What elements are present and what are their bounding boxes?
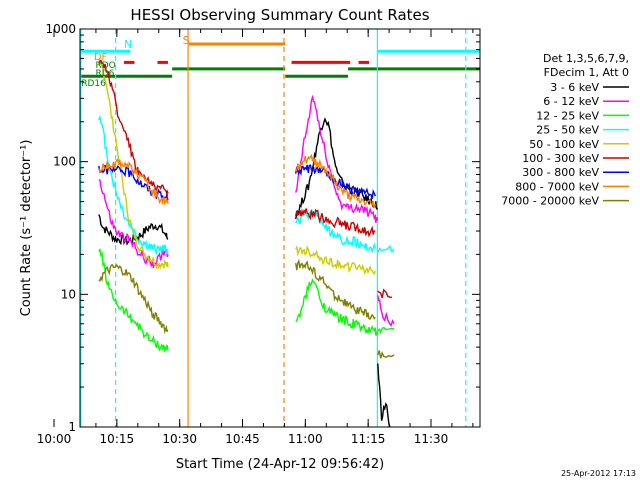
plot-frame — [79, 28, 481, 428]
series-100-300-kev — [98, 59, 393, 299]
chart-title: HESSI Observing Summary Count Rates — [130, 6, 429, 24]
series-7000-20000-kev-segment-0 — [98, 263, 169, 335]
series-12-25-kev — [98, 247, 395, 354]
footer-date: 25-Apr-2012 17:13 — [561, 469, 636, 478]
series-100-300-kev-segment-2 — [377, 288, 393, 299]
series-800-7000-kev-segment-1 — [295, 153, 376, 209]
series-50-100-kev-segment-0 — [98, 58, 169, 270]
series-12-25-kev-segment-1 — [295, 278, 379, 337]
series-50-100-kev — [98, 58, 376, 276]
flag-label-rd6: RD6 — [95, 69, 114, 79]
x-tick-label: 11:15 — [351, 432, 386, 446]
series-7000-20000-kev-segment-1 — [295, 258, 376, 320]
x-tick-label: 10:00 — [37, 432, 72, 446]
x-tick-label: 11:30 — [414, 432, 449, 446]
series-6-12-kev-segment-0 — [98, 178, 169, 269]
series-6-12-kev-segment-1 — [295, 94, 379, 223]
series-300-800-kev — [98, 163, 376, 201]
series-800-7000-kev — [98, 153, 376, 209]
y-tick-label: 10 — [61, 287, 76, 301]
series-group — [98, 58, 395, 428]
series-25-50-kev-segment-2 — [377, 244, 395, 254]
y-tick-label: 1000 — [45, 22, 76, 36]
flag-label-df: DF — [94, 52, 108, 63]
x-tick-label: 11:00 — [288, 432, 323, 446]
x-tick-label: 10:15 — [100, 432, 135, 446]
y-axis-label: Count Rate (s⁻¹ detector⁻¹) — [19, 140, 34, 317]
series-6-12-kev — [98, 94, 395, 328]
legend-label-50-100-kev: 50 - 100 keV — [529, 138, 599, 151]
x-tick-label: 10:45 — [225, 432, 260, 446]
series-50-100-kev-segment-1 — [295, 245, 376, 276]
flag-label-s: S — [183, 34, 190, 47]
series-3-6-kev-segment-0 — [98, 214, 169, 246]
legend-header-line: FDecim 1, Att 0 — [544, 66, 629, 79]
legend-label-6-12-kev: 6 - 12 keV — [543, 95, 599, 108]
y-tick-label: 100 — [53, 155, 76, 169]
series-3-6-kev — [98, 117, 391, 428]
series-7000-20000-kev-segment-2 — [377, 350, 395, 359]
series-25-50-kev-segment-0 — [98, 114, 169, 256]
series-12-25-kev-segment-2 — [377, 326, 395, 335]
legend-label-3-6-kev: 3 - 6 keV — [550, 81, 599, 94]
legend-header-line: Det 1,3,5,6,7,9, — [543, 52, 629, 65]
flag-bars — [80, 42, 480, 78]
flag-label-rdo: RDO — [95, 61, 115, 71]
x-tick-label: 10:30 — [162, 432, 197, 446]
series-3-6-kev-segment-2 — [377, 363, 391, 428]
series-300-800-kev-segment-1 — [295, 163, 376, 200]
legend-label-300-800-kev: 300 - 800 keV — [522, 166, 599, 179]
y-tick-label: 1 — [68, 420, 76, 434]
series-12-25-kev-segment-0 — [98, 247, 169, 354]
series-300-800-kev-segment-0 — [98, 164, 169, 201]
flag-label-rd16: RD16 — [81, 79, 106, 89]
legend-label-800-7000-kev: 800 - 7000 keV — [515, 180, 599, 193]
legend-label-12-25-kev: 12 - 25 keV — [536, 109, 599, 122]
axes: 10:00 10:15 10:30 10:45 11:00 11:15 11:30 1 10 10… — [37, 22, 480, 446]
series-6-12-kev-segment-2 — [377, 295, 395, 328]
series-100-300-kev-segment-0 — [98, 59, 169, 196]
legend-label-100-300-kev: 100 - 300 keV — [522, 152, 599, 165]
series-800-7000-kev-segment-0 — [98, 158, 169, 206]
series-100-300-kev-segment-1 — [295, 208, 376, 238]
legend: Det 1,3,5,6,7,9,FDecim 1, Att 0 3 - 6 keV… — [501, 52, 629, 208]
flag-label-n: N — [124, 38, 132, 51]
series-3-6-kev-segment-1 — [295, 117, 379, 220]
series-7000-20000-kev — [98, 258, 395, 359]
legend-label-25-50-kev: 25 - 50 keV — [536, 124, 599, 137]
legend-label-7000-20000-kev: 7000 - 20000 keV — [501, 195, 599, 208]
x-axis-label: Start Time (24-Apr-12 09:56:42) — [176, 457, 384, 472]
